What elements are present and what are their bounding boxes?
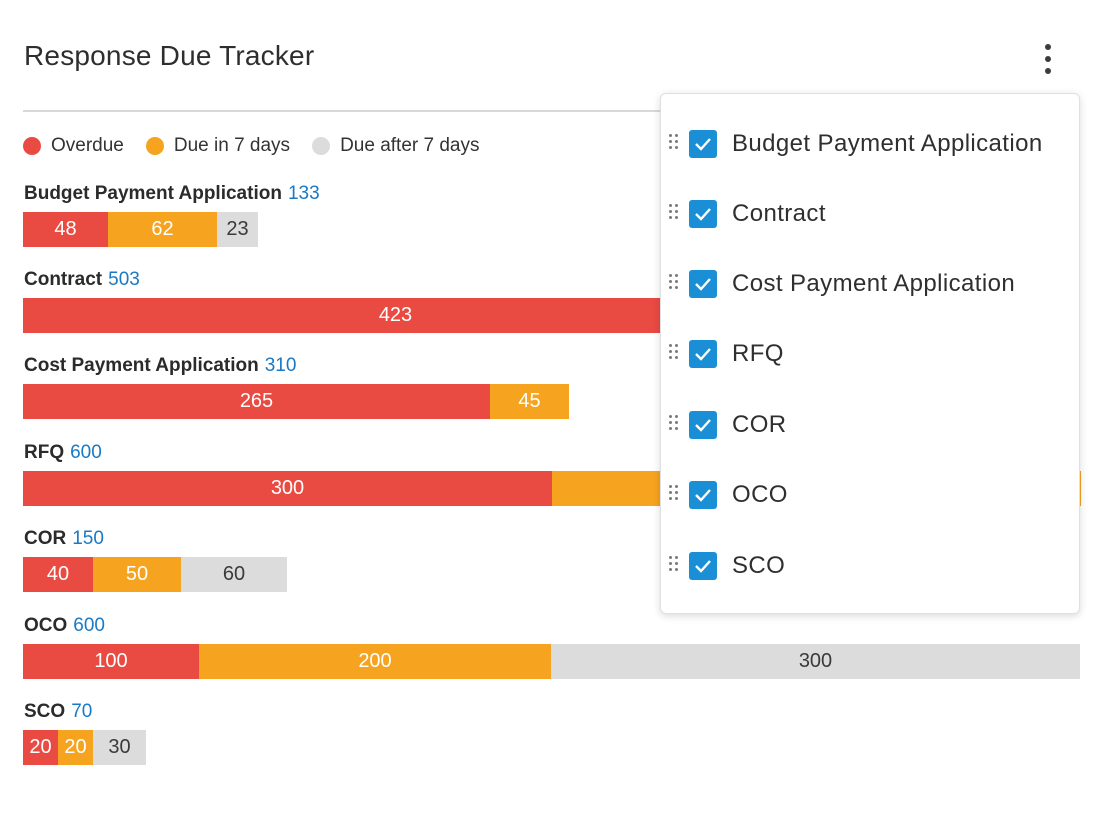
menu-item-label: Budget Payment Application [732, 130, 1043, 157]
checkmark-icon [695, 348, 711, 361]
row-label-cor: COR 150 [24, 528, 104, 550]
checkmark-icon [695, 278, 711, 291]
menu-item-label: SCO [732, 552, 786, 579]
row-label-budget-payment-application: Budget Payment Application 133 [24, 183, 320, 205]
checkmark-icon [695, 138, 711, 151]
checkmark-icon [695, 208, 711, 221]
row-visibility-menu: Budget Payment Application Contract Cost… [660, 93, 1080, 614]
drag-handle-icon[interactable] [669, 485, 681, 505]
stacked-bar: 48 62 23 [23, 212, 258, 247]
checkmark-icon [695, 419, 711, 432]
checkbox[interactable] [689, 411, 717, 439]
stacked-bar: 20 20 30 [23, 730, 146, 765]
row-name: RFQ [24, 442, 65, 463]
bar-segment-overdue[interactable]: 40 [23, 557, 93, 592]
drag-handle-icon[interactable] [669, 274, 681, 294]
drag-handle-icon[interactable] [669, 344, 681, 364]
drag-handle-icon[interactable] [669, 134, 681, 154]
row-name: OCO [24, 615, 68, 636]
menu-item-cost-payment-application[interactable]: Cost Payment Application [661, 264, 1079, 304]
bar-segment-due7[interactable]: 20 [58, 730, 93, 765]
page-title: Response Due Tracker [24, 40, 315, 71]
row-name: Contract [24, 269, 103, 290]
row-label-rfq: RFQ 600 [24, 442, 102, 464]
overdue-dot-icon [23, 137, 41, 155]
menu-item-oco[interactable]: OCO [661, 475, 1079, 515]
bar-segment-after[interactable]: 23 [217, 212, 258, 247]
row-total: 133 [287, 183, 320, 204]
bar-segment-due7[interactable]: 62 [108, 212, 217, 247]
checkmark-icon [695, 489, 711, 502]
bar-segment-due7[interactable]: 50 [93, 557, 181, 592]
stacked-bar: 100 200 300 [23, 644, 1080, 679]
row-total: 600 [73, 615, 105, 636]
checkbox[interactable] [689, 130, 717, 158]
header-divider [23, 110, 663, 112]
row-label-cost-payment-application: Cost Payment Application 310 [24, 355, 296, 377]
menu-item-label: COR [732, 411, 787, 438]
row-name: SCO [24, 701, 66, 722]
menu-item-label: Contract [732, 200, 826, 227]
row-total: 310 [264, 355, 297, 376]
menu-item-label: Cost Payment Application [732, 270, 1016, 297]
more-options-icon[interactable] [1036, 42, 1060, 76]
legend-label: Due after 7 days [340, 135, 480, 156]
legend-item-due-7-days: Due in 7 days [145, 135, 291, 157]
menu-item-sco[interactable]: SCO [661, 546, 1079, 586]
menu-item-contract[interactable]: Contract [661, 194, 1079, 234]
row-total: 70 [71, 701, 93, 722]
checkbox[interactable] [689, 340, 717, 368]
legend-item-due-after-7-days: Due after 7 days [312, 135, 479, 157]
legend-label: Due in 7 days [173, 135, 291, 156]
bar-segment-overdue[interactable]: 300 [23, 471, 552, 506]
drag-handle-icon[interactable] [669, 415, 681, 435]
row-name: Cost Payment Application [24, 355, 259, 376]
row-total: 600 [70, 442, 102, 463]
checkmark-icon [695, 560, 711, 573]
row-total: 503 [108, 269, 140, 290]
due-after-7-days-dot-icon [312, 137, 331, 155]
bar-segment-after[interactable]: 300 [551, 644, 1080, 679]
chart-legend: Overdue Due in 7 days Due after 7 days [23, 135, 501, 157]
bar-segment-overdue[interactable]: 100 [23, 644, 199, 679]
row-label-sco: SCO 70 [24, 701, 92, 723]
row-name: COR [24, 528, 67, 549]
bar-segment-due7[interactable]: 45 [490, 384, 569, 419]
stacked-bar: 40 50 60 [23, 557, 287, 592]
legend-item-overdue: Overdue [23, 135, 124, 157]
bar-segment-after[interactable]: 60 [181, 557, 287, 592]
checkbox[interactable] [689, 552, 717, 580]
row-name: Budget Payment Application [24, 183, 282, 204]
bar-segment-due7[interactable]: 200 [199, 644, 551, 679]
checkbox[interactable] [689, 200, 717, 228]
menu-item-label: RFQ [732, 340, 784, 367]
stacked-bar: 265 45 [23, 384, 569, 419]
menu-item-label: OCO [732, 481, 788, 508]
bar-segment-after[interactable]: 30 [93, 730, 146, 765]
drag-handle-icon[interactable] [669, 556, 681, 576]
menu-item-rfq[interactable]: RFQ [661, 334, 1079, 374]
drag-handle-icon[interactable] [669, 204, 681, 224]
menu-item-cor[interactable]: COR [661, 405, 1079, 445]
bar-segment-overdue[interactable]: 48 [23, 212, 108, 247]
legend-label: Overdue [51, 135, 124, 156]
bar-segment-overdue[interactable]: 20 [23, 730, 58, 765]
menu-item-budget-payment-application[interactable]: Budget Payment Application [661, 124, 1079, 164]
due-7-days-dot-icon [145, 137, 164, 155]
row-total: 150 [72, 528, 104, 549]
bar-segment-overdue[interactable]: 265 [23, 384, 490, 419]
row-label-oco: OCO 600 [24, 615, 105, 637]
checkbox[interactable] [689, 481, 717, 509]
bar-segment-overdue[interactable]: 423 [23, 298, 768, 333]
row-label-contract: Contract 503 [24, 269, 140, 291]
checkbox[interactable] [689, 270, 717, 298]
